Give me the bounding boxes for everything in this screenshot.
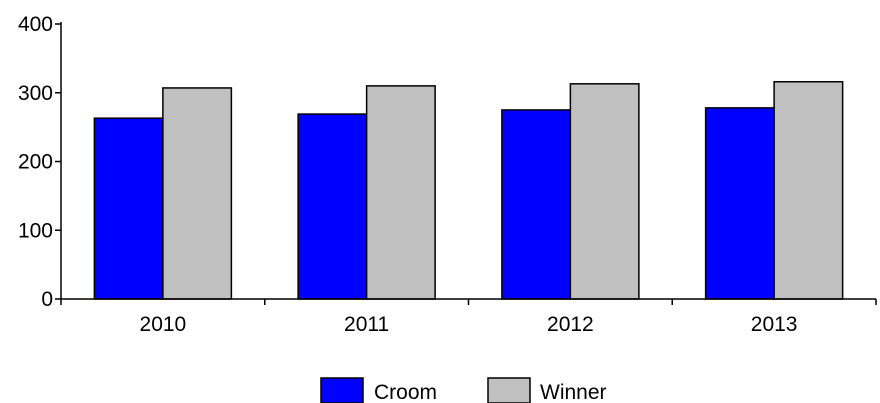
x-tick-label-2011: 2011 bbox=[344, 313, 389, 336]
bars-group bbox=[93, 81, 844, 300]
bar-winner-2011 bbox=[365, 85, 436, 300]
bar-croom-2013 bbox=[704, 107, 775, 300]
bar-croom-2011 bbox=[297, 113, 368, 300]
legend-swatch-winner bbox=[487, 377, 531, 403]
y-tick-label: 100 bbox=[18, 219, 53, 242]
x-tick-label-2010: 2010 bbox=[140, 313, 187, 336]
bar-croom-2012 bbox=[501, 109, 572, 300]
y-tick-label: 400 bbox=[18, 13, 53, 36]
legend-label-croom: Croom bbox=[374, 381, 437, 403]
y-tick-label: 300 bbox=[18, 82, 53, 105]
y-tick-label: 200 bbox=[18, 151, 53, 174]
legend-swatch-croom bbox=[320, 377, 364, 403]
bar-winner-2013 bbox=[773, 81, 844, 300]
legend-label-winner: Winner bbox=[540, 381, 607, 403]
y-tick-label: 0 bbox=[41, 288, 53, 311]
bar-winner-2010 bbox=[162, 87, 233, 300]
x-tick-label-2012: 2012 bbox=[547, 313, 594, 336]
bar-croom-2010 bbox=[93, 117, 164, 300]
axes-group: 0 100 200 300 400 2010 2011 2012 2013 bbox=[18, 13, 877, 336]
bar-winner-2012 bbox=[569, 83, 640, 300]
x-tick-label-2013: 2013 bbox=[751, 313, 798, 336]
legend: Croom Winner bbox=[320, 377, 607, 403]
